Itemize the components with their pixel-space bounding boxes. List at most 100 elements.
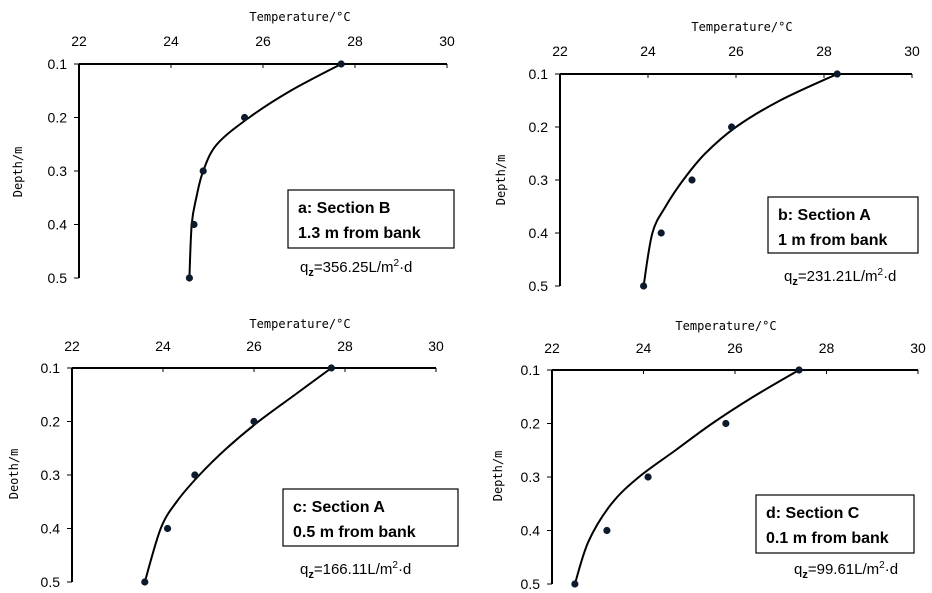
panel-d-x-tick-label: 22	[544, 340, 560, 356]
panel-d-data-point	[571, 580, 579, 588]
panel-a-y-tick-label: 0.4	[48, 217, 68, 233]
panel-c-data-point	[163, 524, 172, 533]
panel-d-plot: 22 24 26 28 30 0.1 0.2 0.3 0.4 0.5 d: Section C 0.1…	[521, 340, 926, 592]
panel-a-x-tick-label: 28	[347, 33, 363, 49]
panel-c-y-tick-label: 0.5	[41, 574, 61, 590]
panel-b-data-point	[833, 70, 841, 78]
panel-c-y-tick-label: 0.4	[41, 521, 61, 537]
panel-b-flux-superscript: 2	[878, 267, 884, 278]
panel-c-fitted-curve	[143, 367, 332, 583]
panel-a-label-title: a: Section B	[298, 200, 390, 217]
panel-c-x-tick-label: 28	[337, 338, 353, 354]
panel-b-flux-value: =231.21L/m	[798, 268, 878, 285]
panel-d-y-tick-label: 0.4	[521, 523, 541, 539]
panel-b-flux-subscript: z	[792, 276, 798, 288]
panel-a-data-point	[190, 220, 198, 229]
panel-d-y-tick-label: 0.2	[521, 416, 541, 432]
panel-b-plot: 22 24 26 28 30 0.1 0.2 0.3 0.4 0.5 b: Section A 1 m…	[529, 43, 920, 294]
panel-c-flux-value: =166.11L/m	[314, 561, 393, 578]
panel-a-x-tick-label: 24	[163, 33, 179, 49]
panel-d-fitted-curve	[573, 369, 800, 585]
panel-d-y-tick-label: 0.3	[521, 469, 541, 485]
panel-d-label-box	[755, 494, 915, 554]
panel-b-x-tick-label: 30	[904, 43, 920, 59]
panel-a: Temperature/°C Depth/m 22 24 26 28 30 0.1 0.2 0…	[11, 10, 455, 286]
panel-c-label-title: c: Section A	[293, 499, 385, 516]
panel-a-flux-unit: ·d	[399, 259, 412, 276]
panel-d-x-tick-label: 26	[727, 340, 743, 356]
panel-c-y-tick-label: 0.1	[41, 360, 61, 376]
panel-c-x-tick-label: 26	[246, 338, 262, 354]
panel-c-x-tick-label: 24	[155, 338, 171, 354]
panel-c-data-point	[327, 364, 335, 372]
panel-c-y-tick-label: 0.2	[41, 414, 61, 430]
panel-b-y-tick-label: 0.2	[529, 119, 549, 135]
panel-c-plot: 22 24 26 28 30 0.1 0.2 0.3 0.4 0.5 c: Section A 0.5…	[41, 338, 459, 590]
panel-b-label-box	[767, 196, 919, 254]
panel-c-data-point	[141, 578, 149, 586]
panel-c-x-tick-label: 22	[64, 338, 80, 354]
panel-b-label-distance: 1 m from bank	[778, 232, 887, 249]
panel-b-y-tick-label: 0.4	[529, 225, 549, 241]
panel-d-x-title: Temperature/°C	[675, 319, 776, 333]
panel-a-data-point	[241, 113, 249, 122]
panel-c-flux-superscript: 2	[392, 560, 398, 571]
panel-d-data-point	[603, 526, 611, 535]
panel-c-x-tick-label: 30	[428, 338, 444, 354]
panel-a-y-tick-label: 0.1	[48, 56, 68, 72]
panel-d-flux-label: qz=99.61L/m2·d	[794, 560, 898, 581]
panel-d-x-tick-label: 28	[819, 340, 835, 356]
panel-c: Temperature/°C Deoth/m 22 24 26 28 30 0.1 0.2 0…	[7, 317, 459, 590]
panel-b-y-tick-label: 0.5	[529, 278, 549, 294]
panel-a-label-box	[287, 189, 455, 249]
panel-d-flux-subscript: z	[802, 569, 808, 581]
panel-b-flux-symbol: q	[784, 268, 792, 285]
panel-a-x-tick-label: 26	[255, 33, 271, 49]
panel-a-data-point	[337, 60, 345, 68]
panel-b-x-title: Temperature/°C	[691, 20, 792, 34]
panel-c-label-box	[282, 488, 459, 547]
panel-d-data-point	[722, 419, 730, 428]
panel-d-flux-value: =99.61L/m	[808, 561, 879, 578]
panel-d-y-tick-label: 0.1	[521, 362, 541, 378]
panel-b: Temperature/°C Depth/m 22 24 26 28 30 0.1 0.2 0…	[494, 20, 920, 294]
panel-d-x-tick-label: 30	[910, 340, 926, 356]
panel-d-y-title: Depth/m	[491, 451, 505, 502]
panel-a-fitted-curve	[188, 63, 342, 279]
panel-a-flux-value: =356.25L/m	[314, 259, 394, 276]
panel-b-flux-unit: ·d	[883, 268, 896, 285]
panel-c-y-tick-label: 0.3	[41, 467, 61, 483]
panel-a-y-tick-label: 0.2	[48, 110, 68, 126]
panel-a-flux-symbol: q	[300, 259, 308, 276]
panel-b-fitted-curve	[642, 73, 838, 287]
panel-b-data-point	[657, 229, 665, 237]
panel-d-label-distance: 0.1 m from bank	[766, 530, 889, 547]
panel-a-label-distance: 1.3 m from bank	[298, 225, 421, 242]
panel-c-flux-label: qz=166.11L/m2·d	[300, 560, 411, 581]
panel-b-y-tick-label: 0.3	[529, 172, 549, 188]
panel-a-y-tick-label: 0.5	[48, 270, 68, 286]
panel-d: Temperature/°C Depth/m 22 24 26 28 30 0.1 0.2 0…	[491, 319, 926, 592]
panel-a-flux-label: qz=356.25L/m2·d	[300, 258, 412, 279]
panel-d-flux-symbol: q	[794, 561, 802, 578]
panel-c-flux-unit: ·d	[398, 561, 411, 578]
panel-d-flux-superscript: 2	[879, 560, 885, 571]
panel-b-flux-label: qz=231.21L/m2·d	[784, 267, 896, 288]
panel-a-y-tick-label: 0.3	[48, 163, 68, 179]
panel-c-flux-symbol: q	[300, 561, 308, 578]
panel-c-flux-subscript: z	[308, 569, 314, 581]
panel-d-data-point	[795, 366, 803, 374]
panel-d-label-title: d: Section C	[766, 505, 860, 522]
panel-c-data-point	[191, 471, 199, 479]
panel-a-flux-subscript: z	[308, 267, 314, 279]
panel-b-x-tick-label: 26	[728, 43, 744, 59]
panel-c-x-title: Temperature/°C	[249, 317, 350, 331]
panel-c-label-distance: 0.5 m from bank	[293, 524, 416, 541]
panel-d-data-point	[644, 473, 652, 481]
panel-a-data-point	[185, 274, 193, 282]
panel-c-y-title: Deoth/m	[7, 449, 21, 500]
panel-a-data-point	[199, 167, 207, 175]
panel-b-data-point	[640, 282, 648, 290]
panel-b-y-tick-label: 0.1	[529, 66, 549, 82]
